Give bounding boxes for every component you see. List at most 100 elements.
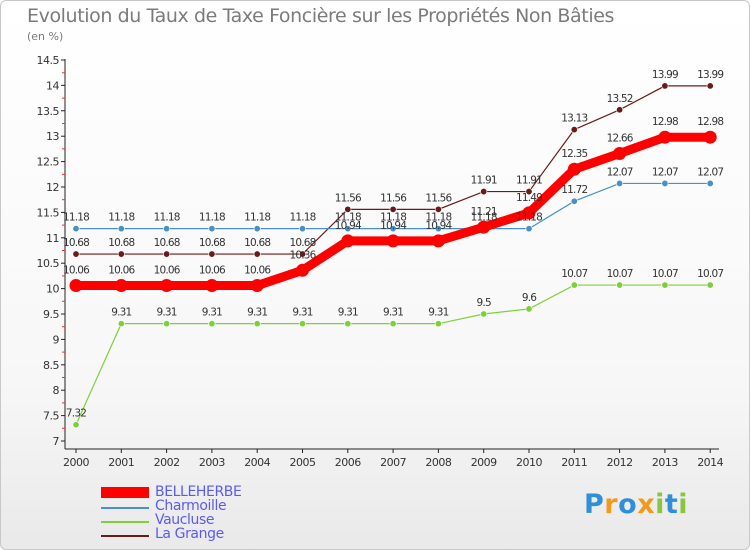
data-label-la-grange: 13.99 (652, 69, 678, 81)
data-label-la-grange: 11.56 (380, 192, 407, 204)
data-point-la-grange (389, 205, 397, 213)
y-tick-label: 12.5 (37, 156, 60, 169)
data-point-la-grange (253, 250, 261, 258)
x-tick-label: 2011 (561, 456, 587, 469)
proxiti-logo: Proxiti (584, 489, 688, 520)
data-label-belleherbe: 10.94 (425, 220, 452, 232)
data-point-belleherbe (703, 130, 717, 144)
data-label-la-grange: 10.68 (108, 237, 134, 249)
labels-layer: 10.68 10.68 10.68 10.68 10.68 10.68 11.56 11.56… (63, 69, 724, 420)
data-label-la-grange: 13.99 (697, 69, 723, 81)
legend-swatch-vaucluse (101, 521, 149, 523)
data-point-la-grange (298, 250, 306, 258)
y-tick-label: 13.5 (37, 105, 60, 118)
data-label-vaucluse: 9.31 (383, 307, 403, 319)
y-tick-label: 11.5 (37, 206, 60, 219)
data-label-charmoille: 11.18 (516, 212, 542, 224)
data-label-belleherbe: 10.06 (63, 265, 90, 277)
x-tick-label: 2010 (516, 456, 542, 469)
data-label-belleherbe: 12.98 (652, 116, 678, 128)
data-point-belleherbe (69, 279, 83, 293)
data-point-vaucluse (525, 305, 533, 313)
data-point-charmoille (72, 225, 80, 233)
data-label-vaucluse: 7.32 (66, 408, 86, 420)
data-label-charmoille: 12.07 (607, 166, 633, 178)
y-tick-label: 8 (53, 384, 60, 397)
legend-swatch-belleherbe (101, 487, 149, 498)
y-tick-label: 14 (46, 79, 59, 92)
data-point-la-grange (706, 82, 714, 90)
y-tick-label: 8.5 (43, 359, 59, 372)
data-label-vaucluse: 9.31 (292, 307, 312, 319)
data-label-belleherbe: 12.35 (561, 148, 587, 160)
x-tick-label: 2012 (607, 456, 633, 469)
logo-letter: r (604, 489, 619, 520)
data-label-la-grange: 13.52 (607, 93, 633, 105)
data-label-vaucluse: 10.07 (652, 268, 678, 280)
logo-letter: P (584, 489, 605, 520)
data-point-vaucluse (570, 281, 578, 289)
data-point-vaucluse (616, 281, 624, 289)
data-point-belleherbe (114, 279, 128, 293)
data-label-vaucluse: 9.5 (477, 297, 491, 309)
data-label-charmoille: 12.07 (697, 166, 723, 178)
data-label-vaucluse: 9.31 (428, 307, 448, 319)
data-point-belleherbe (567, 162, 581, 176)
data-point-la-grange (117, 250, 125, 258)
data-label-belleherbe: 10.06 (154, 265, 181, 277)
data-point-charmoille (163, 225, 171, 233)
data-label-charmoille: 11.18 (289, 212, 315, 224)
data-label-la-grange: 10.68 (199, 237, 225, 249)
y-tick-label: 10 (46, 283, 59, 296)
data-point-belleherbe (160, 279, 174, 293)
x-tick-label: 2008 (425, 456, 451, 469)
data-label-vaucluse: 10.07 (561, 268, 587, 280)
data-label-la-grange: 10.68 (63, 237, 89, 249)
data-point-charmoille (389, 225, 397, 233)
data-label-belleherbe: 10.36 (289, 249, 316, 261)
x-tick-label: 2002 (154, 456, 180, 469)
data-label-belleherbe: 12.98 (697, 116, 723, 128)
y-tick-label: 13 (46, 130, 59, 143)
data-point-charmoille (570, 197, 578, 205)
data-point-la-grange (72, 250, 80, 258)
y-tick-label: 9 (53, 333, 60, 346)
data-label-vaucluse: 9.31 (202, 307, 222, 319)
legend-label: BELLEHERBE (155, 484, 242, 500)
data-point-la-grange (434, 205, 442, 213)
data-label-charmoille: 12.07 (652, 166, 678, 178)
logo-letter: x (637, 489, 656, 520)
data-point-vaucluse (344, 320, 352, 328)
data-point-vaucluse (298, 320, 306, 328)
logo-letter: t (664, 489, 679, 520)
data-label-charmoille: 11.18 (63, 212, 89, 224)
data-point-belleherbe (250, 279, 264, 293)
data-point-vaucluse (117, 320, 125, 328)
data-point-vaucluse (72, 421, 80, 429)
y-tick-label: 7 (53, 435, 60, 448)
data-label-vaucluse: 10.07 (607, 268, 633, 280)
data-point-vaucluse (253, 320, 261, 328)
data-point-charmoille (344, 225, 352, 233)
data-point-charmoille (117, 225, 125, 233)
data-label-belleherbe: 11.21 (471, 206, 497, 218)
data-point-la-grange (163, 250, 171, 258)
data-label-vaucluse: 9.31 (111, 307, 131, 319)
data-point-la-grange (525, 188, 533, 196)
legend-label: Vaucluse (155, 512, 215, 528)
data-label-charmoille: 11.18 (108, 212, 134, 224)
y-tick-label: 14.5 (37, 54, 60, 67)
logo-letter: o (618, 489, 638, 520)
y-tick-label: 9.5 (43, 308, 59, 321)
data-label-la-grange: 11.56 (335, 192, 362, 204)
data-point-charmoille (298, 225, 306, 233)
logo-letter: i (678, 489, 689, 520)
data-point-charmoille (616, 179, 624, 187)
data-label-vaucluse: 9.6 (522, 292, 537, 304)
data-label-belleherbe: 10.06 (244, 265, 271, 277)
data-label-belleherbe: 10.06 (199, 265, 226, 277)
data-point-la-grange (570, 126, 578, 134)
data-point-charmoille (706, 179, 714, 187)
